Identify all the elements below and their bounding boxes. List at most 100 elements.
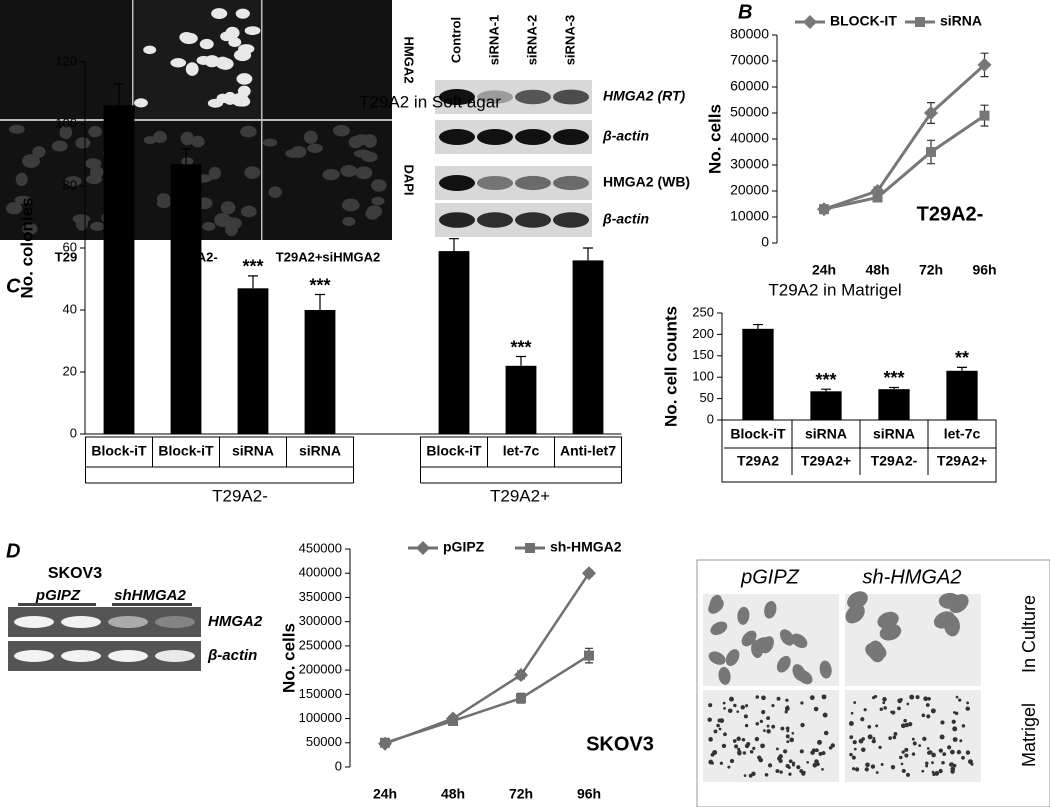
image-column-label: sh-HMGA2 [863, 566, 962, 588]
category-cell [286, 436, 354, 468]
blot-band [477, 176, 513, 190]
cell [926, 747, 930, 750]
blot-band [439, 129, 475, 145]
cell [814, 748, 819, 753]
cell [737, 606, 750, 625]
y-tick-label: 450000 [299, 540, 342, 555]
cell [932, 772, 936, 776]
error-bar [181, 148, 191, 165]
cell [759, 719, 764, 724]
y-tick-label: 0 [70, 425, 77, 440]
bar [810, 391, 842, 420]
cell [890, 764, 896, 770]
cell [947, 745, 952, 750]
cell [851, 767, 856, 771]
nucleus [214, 213, 232, 228]
group-bracket [420, 467, 622, 484]
cell [961, 755, 965, 760]
y-tick-label: 300000 [299, 613, 342, 628]
lane-bar [112, 603, 192, 606]
legend-marker [803, 15, 817, 29]
cell [900, 762, 904, 766]
cell [755, 722, 760, 726]
cell [970, 762, 974, 766]
cell [909, 694, 915, 700]
blot-row-label: β-actin [602, 128, 649, 144]
nucleus [59, 125, 73, 140]
x-tick-label: 48h [865, 262, 889, 278]
cell [709, 594, 723, 613]
x-tick-label: T29A2+ [937, 453, 987, 469]
cell [764, 772, 769, 777]
legend-label: sh-HMGA2 [550, 539, 622, 555]
nucleus [228, 37, 242, 48]
cell [925, 764, 929, 768]
nucleus [211, 8, 228, 19]
cell [708, 651, 726, 665]
cell [744, 723, 749, 728]
cell [727, 708, 733, 714]
cell [903, 718, 907, 723]
nucleus [322, 168, 340, 181]
cell [864, 767, 869, 772]
blot-band [515, 212, 551, 228]
cell [900, 723, 906, 729]
nucleus [371, 179, 387, 192]
cell [721, 743, 727, 749]
cell [761, 711, 765, 715]
cell [708, 759, 714, 765]
cell [761, 695, 766, 701]
cell [904, 753, 909, 758]
bar [572, 260, 604, 434]
cell [716, 723, 720, 728]
cell [764, 600, 777, 619]
nucleus [179, 31, 194, 43]
cell [821, 694, 827, 700]
cell [733, 703, 737, 708]
cell [874, 695, 878, 698]
cell [950, 749, 955, 755]
nucleus [342, 216, 356, 227]
cell [882, 701, 886, 705]
cell [847, 591, 868, 609]
x-tick-label: siRNA [805, 426, 847, 442]
cell [879, 707, 883, 711]
nucleus [89, 166, 104, 179]
cell [921, 713, 926, 718]
nucleus [90, 221, 105, 231]
cell [818, 751, 823, 756]
cell [883, 706, 887, 710]
marker [872, 192, 883, 203]
blot-band [477, 129, 513, 145]
cell [871, 739, 876, 744]
nucleus [181, 157, 194, 166]
cell [954, 711, 959, 716]
cell [821, 751, 826, 756]
cell [791, 731, 795, 735]
cell [708, 737, 713, 742]
cell [942, 752, 947, 757]
nucleus [199, 38, 214, 50]
cell [771, 703, 775, 708]
blot-band [477, 90, 513, 104]
cell [943, 614, 960, 637]
marker [979, 110, 990, 121]
cell [736, 710, 740, 713]
nucleus [332, 124, 350, 137]
cell [786, 729, 790, 733]
cell [950, 766, 956, 772]
cell [788, 759, 793, 764]
image-column-label: pGIPZ [740, 566, 800, 588]
image-row-label: HMGA2 [402, 37, 417, 84]
y-axis-title: No. colonies [17, 197, 36, 298]
cell [904, 747, 909, 752]
cell [776, 696, 781, 701]
error-bar [889, 386, 899, 390]
blot-band [439, 89, 475, 105]
nucleus [208, 166, 222, 180]
cell [939, 734, 945, 740]
cell [745, 704, 749, 708]
y-tick-label: 150000 [299, 686, 342, 701]
nucleus [51, 140, 68, 152]
cell [785, 726, 790, 731]
